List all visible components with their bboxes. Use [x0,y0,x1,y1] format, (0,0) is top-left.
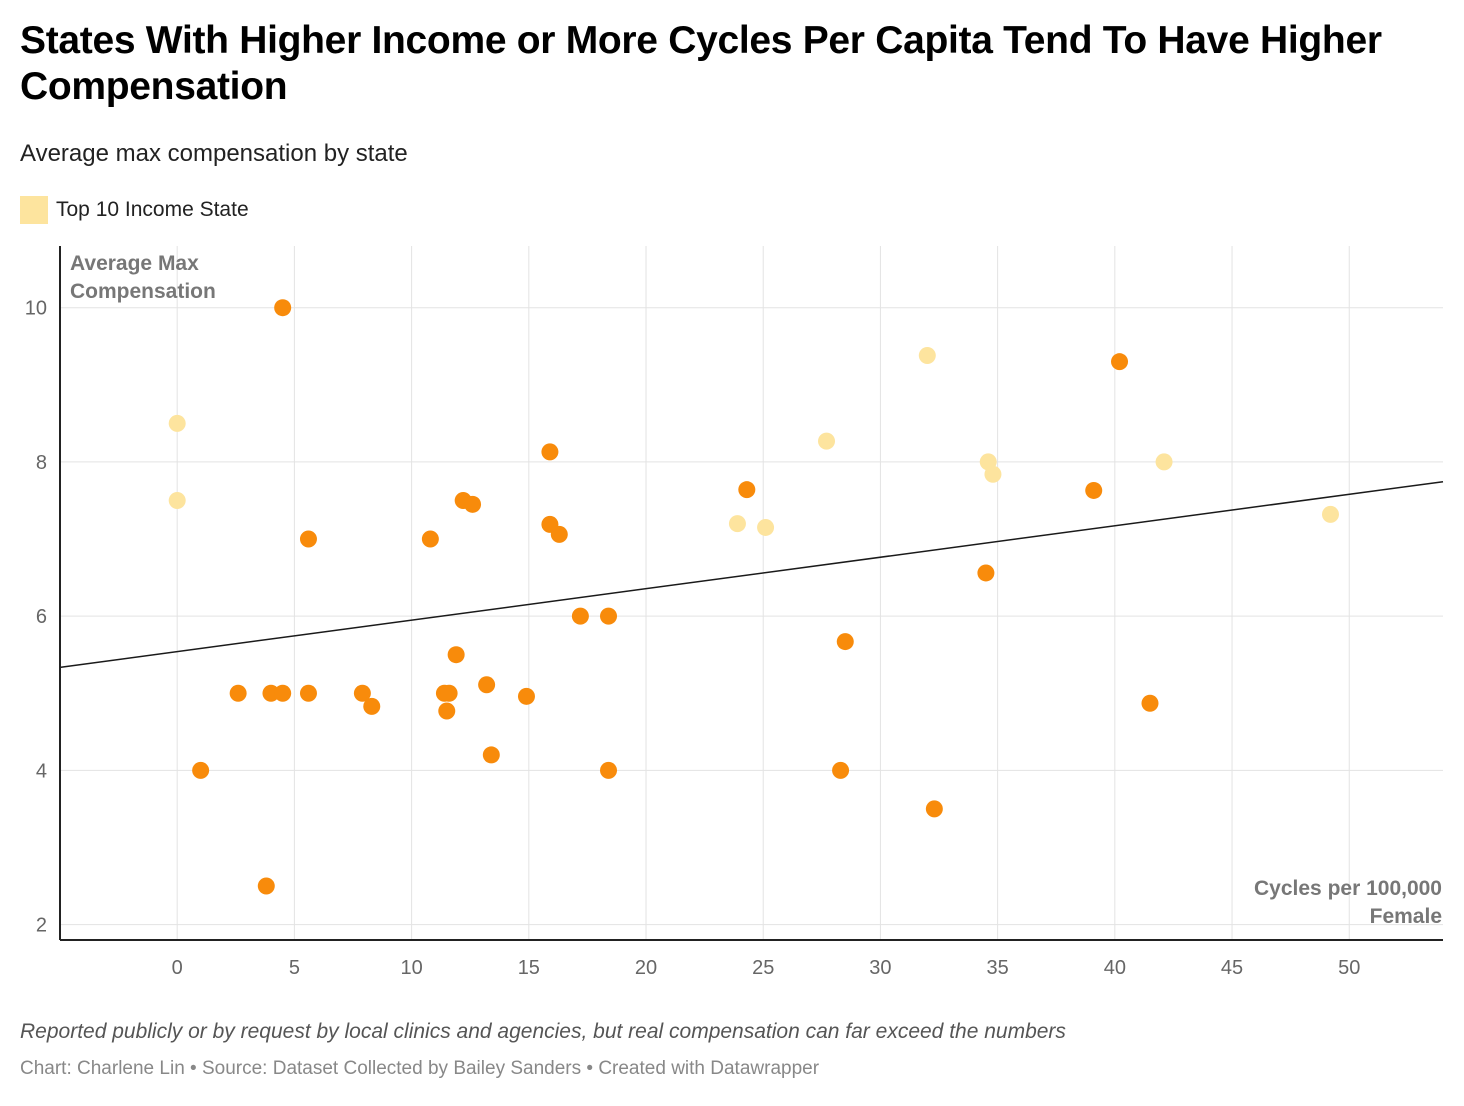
state-point [1141,694,1159,712]
state-point [447,646,465,664]
state-point [421,530,439,548]
state-point [925,800,943,818]
x-axis-title-line-1: Cycles per 100,000 [1254,877,1442,900]
y-axis-title-line-2: Compensation [70,280,216,303]
state-point [550,525,568,543]
x-tick-label: 20 [635,957,657,979]
top-income-state-point [168,414,186,432]
chart-note: Reported publicly or by request by local… [20,1020,1066,1043]
state-point [464,495,482,513]
chart-subtitle: Average max compensation by state [20,140,408,167]
top-income-state-point [1321,505,1339,523]
state-point [274,684,292,702]
chart-legend: Top 10 Income State [20,196,249,224]
grid-lines [60,246,1443,940]
top-income-state-point [168,491,186,509]
x-tick-label: 15 [518,957,540,979]
scatter-chart: 0 5 10 15 20 25 30 35 40 45 50 2 4 6 8 10 Average Max C… [25,246,1444,979]
x-tick-label: 0 [172,957,183,979]
state-point [977,564,995,582]
y-tick-label: 2 [36,915,47,937]
y-tick-label: 8 [36,452,47,474]
top-income-state-point [728,515,746,533]
x-tick-label: 50 [1338,957,1360,979]
state-point [517,687,535,705]
state-point [353,684,371,702]
state-point [363,697,381,715]
state-point [482,746,500,764]
legend-swatch-top-income [20,196,48,224]
top-income-state-point [918,346,936,364]
chart-title: States With Higher Income or More Cycles… [20,19,1382,108]
state-point [438,702,456,720]
state-point [299,684,317,702]
top-income-state-point [757,518,775,536]
y-tick-label: 4 [36,760,47,782]
state-point [257,877,275,895]
y-tick-label: 10 [25,298,47,320]
x-tick-label: 10 [400,957,422,979]
y-axis-title-line-1: Average Max [70,252,199,275]
x-axis-title-line-2: Female [1370,905,1442,928]
state-point [229,684,247,702]
top-income-state-point [984,465,1002,483]
state-point [600,607,618,625]
state-point [738,481,756,499]
x-tick-label: 40 [1104,957,1126,979]
state-point [541,443,559,461]
axes [59,246,1443,941]
x-tick-label: 35 [987,957,1009,979]
chart-byline: Chart: Charlene Lin • Source: Dataset Co… [20,1058,820,1079]
state-point [478,676,496,694]
x-tick-label: 25 [752,957,774,979]
top-income-state-point [818,432,836,450]
state-point [600,761,618,779]
y-tick-label: 6 [36,606,47,628]
state-point [836,633,854,651]
legend-label-top-income: Top 10 Income State [56,198,249,221]
x-tick-label: 45 [1221,957,1243,979]
state-point [1111,353,1129,371]
x-tick-label: 5 [289,957,300,979]
axis-ticks: 0 5 10 15 20 25 30 35 40 45 50 2 4 6 8 10 [25,298,1361,979]
state-point [274,299,292,317]
data-points [168,299,1339,895]
state-point [299,530,317,548]
state-point [1085,481,1103,499]
trendline-layer [59,480,1444,669]
state-point [440,684,458,702]
state-point [192,761,210,779]
x-tick-label: 30 [869,957,891,979]
state-point [262,684,280,702]
state-point [832,761,850,779]
trendline [59,480,1444,669]
top-income-state-point [1155,453,1173,471]
state-point [571,607,589,625]
